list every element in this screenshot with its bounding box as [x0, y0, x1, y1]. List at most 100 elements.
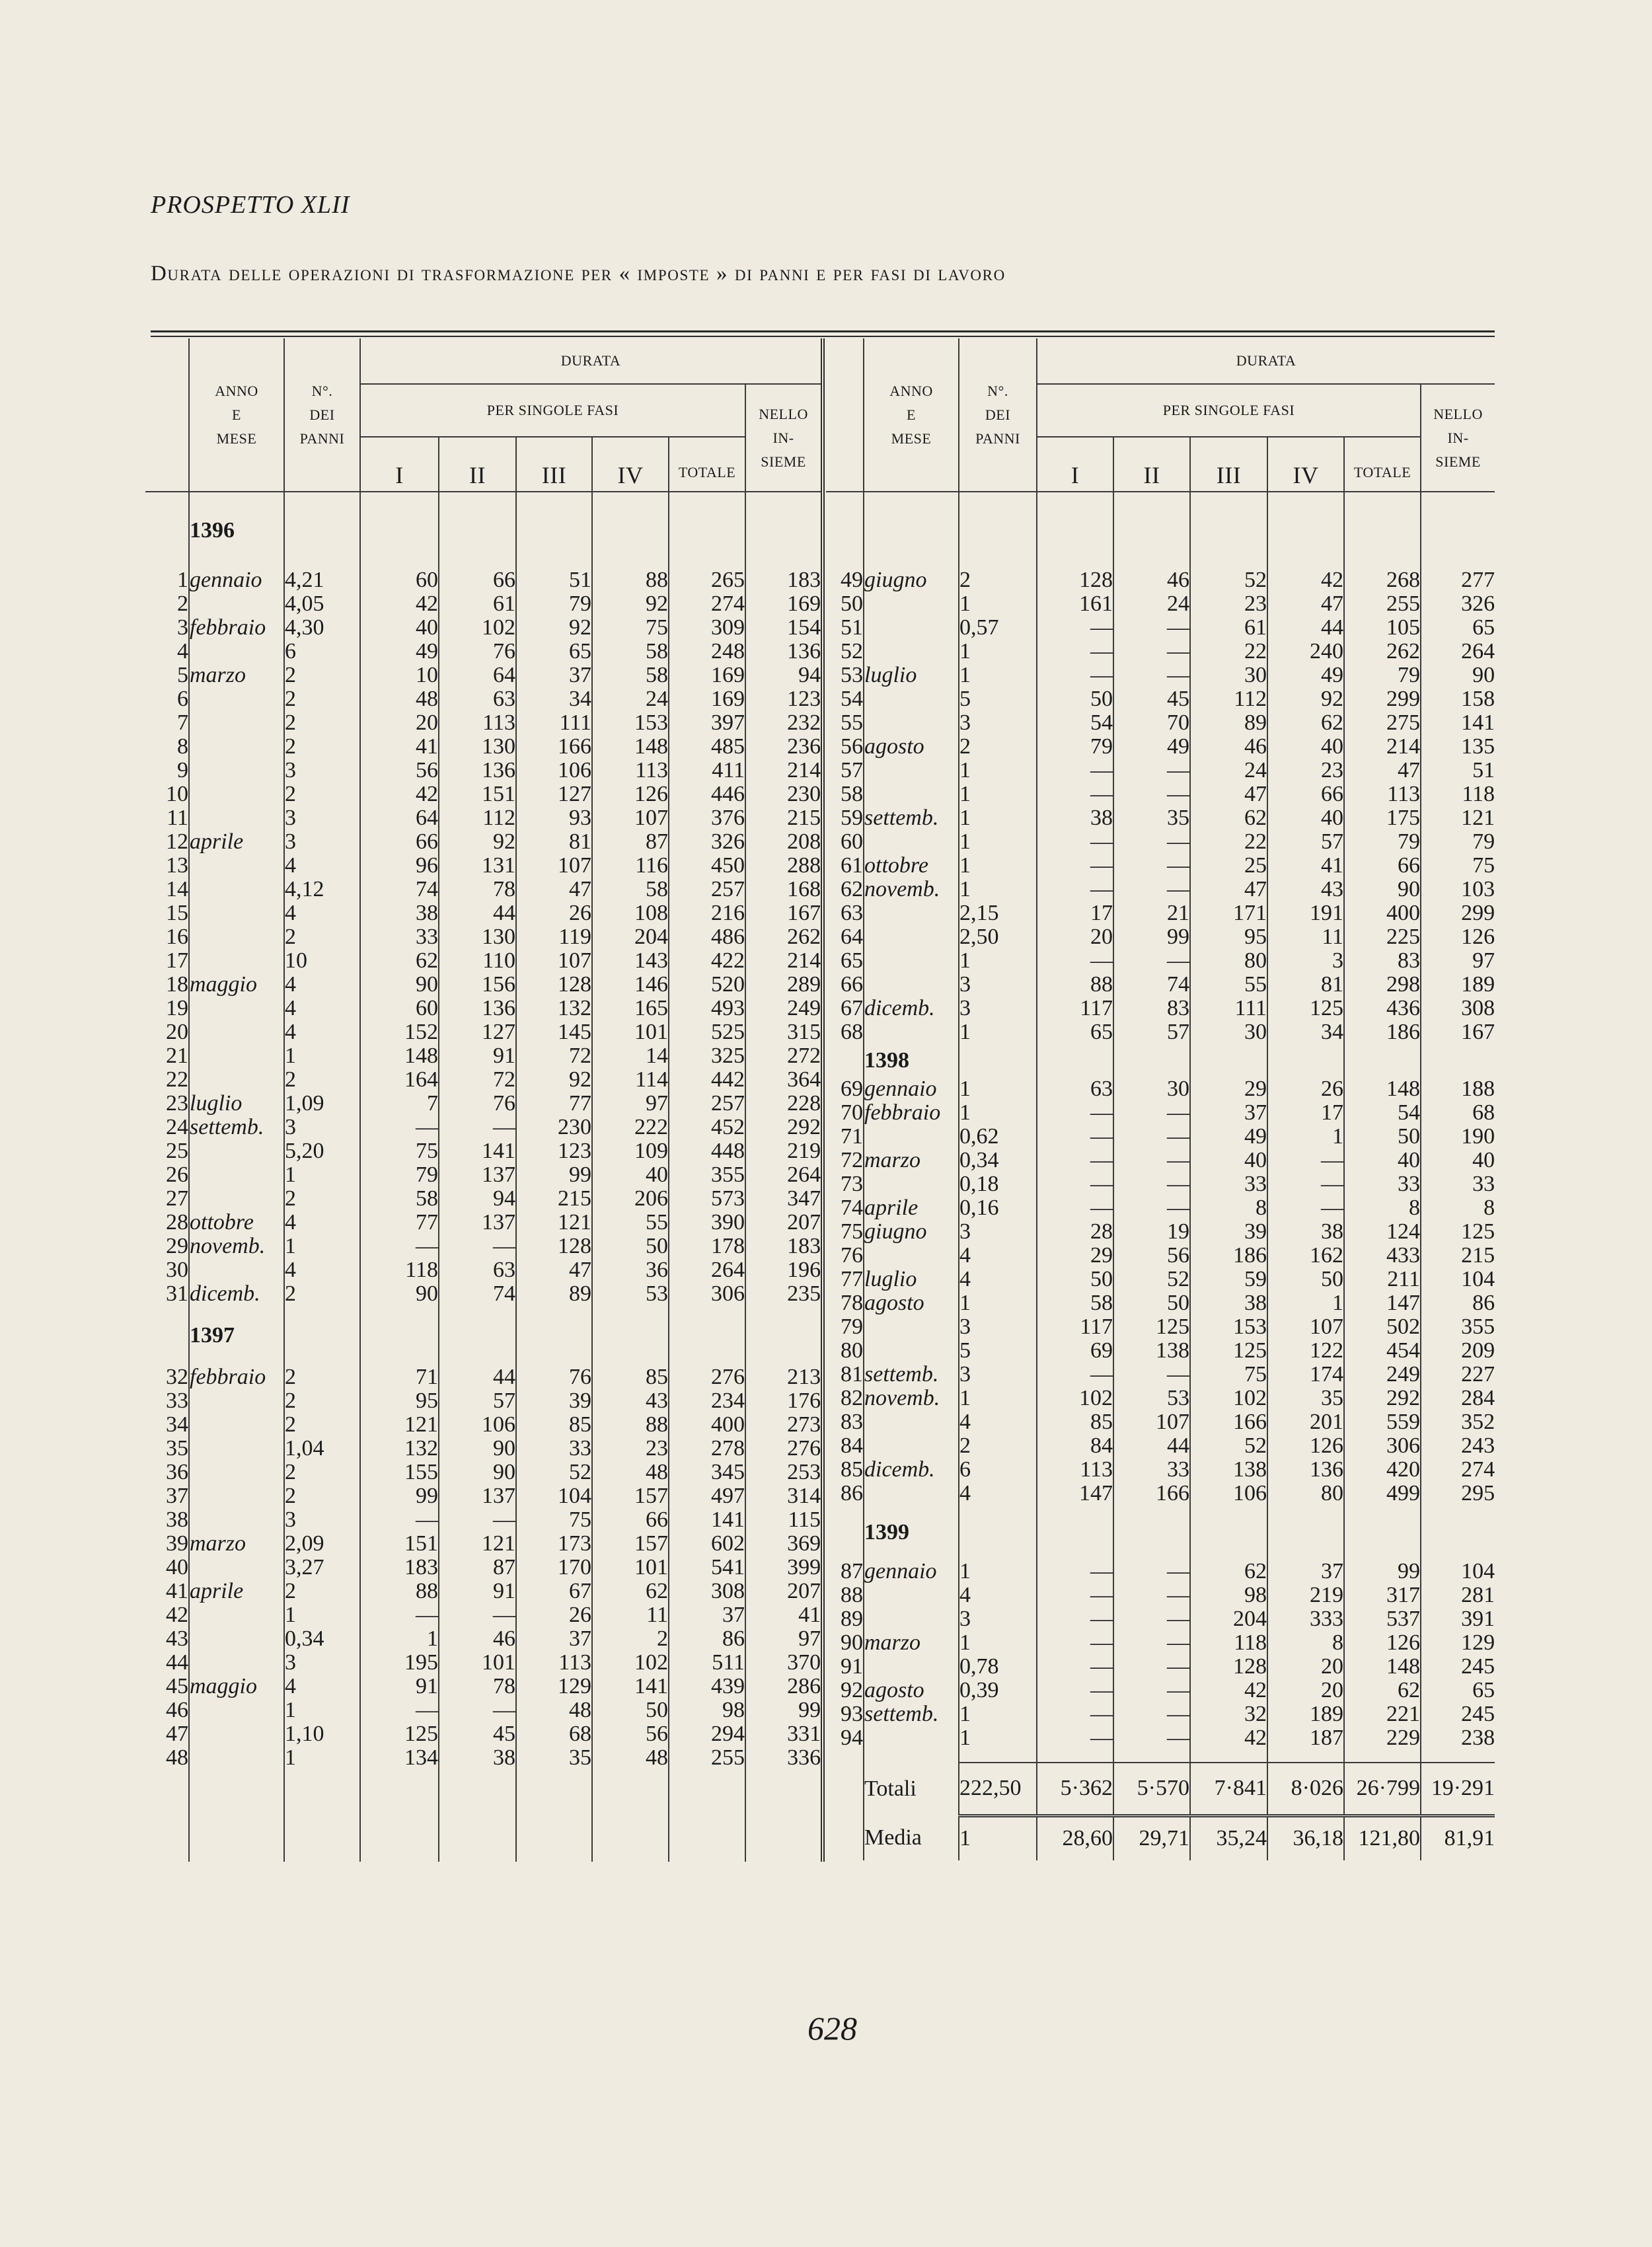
table-row: 31 dicemb. 2 90 74 89 53 306 235	[145, 1282, 825, 1306]
month	[863, 1434, 959, 1458]
overall: 273	[744, 1413, 825, 1437]
phase-4: 174	[1267, 1363, 1344, 1387]
phase-3: 38	[1189, 1291, 1267, 1315]
empty-cell	[826, 1763, 864, 1815]
month	[863, 973, 959, 997]
panni-count: 3	[958, 1363, 1037, 1387]
phase-2: —	[438, 1508, 516, 1532]
panni-count: 2	[958, 568, 1037, 592]
phase-2: —	[1113, 1702, 1190, 1726]
row-index: 65	[841, 948, 863, 973]
overall: 167	[744, 901, 825, 925]
panni-count: 2	[283, 1484, 360, 1508]
table-row: 33 2 95 57 39 43 234 176	[145, 1389, 825, 1413]
month	[188, 1020, 284, 1044]
panni-count: 2	[283, 1389, 360, 1413]
phase-1: 60	[359, 997, 439, 1020]
panni-count: 3	[958, 997, 1037, 1020]
month	[863, 1315, 959, 1339]
panni-count: 5,20	[283, 1139, 360, 1163]
phase-4: 148	[591, 735, 669, 759]
phase-2: 137	[438, 1163, 516, 1187]
month: agosto	[863, 1291, 959, 1315]
total: 278	[668, 1437, 745, 1461]
phase-2: 63	[438, 1258, 516, 1282]
phase-2: 130	[438, 735, 516, 759]
row-index: 67	[841, 996, 863, 1020]
overall: 227	[1419, 1363, 1495, 1387]
phase-3: 52	[1189, 1434, 1267, 1458]
panni-count: 6	[283, 640, 360, 664]
phase-3: 24	[1189, 759, 1267, 782]
overall: 245	[1419, 1702, 1495, 1726]
total: 124	[1343, 1220, 1421, 1244]
phase-4: 122	[1267, 1339, 1344, 1363]
total: 257	[668, 878, 745, 901]
phase-3: 75	[1189, 1363, 1267, 1387]
phase-3: 30	[1189, 664, 1267, 687]
month: settemb.	[188, 1116, 284, 1139]
total: 317	[1343, 1583, 1421, 1607]
month: settemb.	[863, 806, 959, 830]
phase-1: 1	[359, 1627, 439, 1651]
overall: 236	[744, 735, 825, 759]
month	[188, 1187, 284, 1211]
total: 400	[1343, 901, 1421, 925]
header-label-line: ANNO	[215, 382, 258, 399]
phase-1: —	[359, 1698, 439, 1722]
nello-insieme-header: NELLO IN- SIEME	[744, 383, 825, 492]
phase-2: 78	[438, 878, 516, 901]
table-row: 48 1 134 38 35 48 255 336	[145, 1746, 825, 1770]
phase-4: 143	[591, 949, 669, 973]
overall: 123	[744, 687, 825, 711]
month: agosto	[863, 735, 959, 759]
panni-count: 1	[958, 1702, 1037, 1726]
panni-count: 2	[283, 664, 360, 687]
empty-cell	[1189, 1044, 1267, 1077]
month: novemb.	[188, 1235, 284, 1258]
phase-1: 48	[359, 687, 439, 711]
panni-count: 4	[283, 1020, 360, 1044]
total: 436	[1343, 997, 1421, 1020]
overall: 399	[744, 1556, 825, 1580]
panni-count: 1	[958, 1291, 1037, 1315]
phase-3: 47	[1189, 878, 1267, 901]
empty-cell	[668, 1306, 745, 1365]
phase-2: 49	[1113, 735, 1190, 759]
total: 422	[668, 949, 745, 973]
overall: 232	[744, 711, 825, 735]
row-index: 17	[166, 948, 188, 973]
panni-count: 4	[283, 1258, 360, 1282]
overall: 295	[1419, 1482, 1495, 1505]
overall: 355	[1419, 1315, 1495, 1339]
phase-4: 101	[591, 1556, 669, 1580]
phase-2: 99	[1113, 925, 1190, 949]
panni-count: 3	[283, 1508, 360, 1532]
phase-4: 97	[591, 1092, 669, 1116]
phase-3: 26	[515, 1603, 592, 1627]
total: 248	[668, 640, 745, 664]
panni-count: 2,15	[958, 901, 1037, 925]
month: settemb.	[863, 1363, 959, 1387]
panni-count: 4,12	[283, 878, 360, 901]
row-index: 42	[166, 1603, 188, 1627]
phase-2: 102	[438, 616, 516, 640]
overall: 286	[744, 1675, 825, 1698]
empty-cell	[958, 1750, 1037, 1763]
phase-3: 26	[515, 901, 592, 925]
month: giugno	[863, 1220, 959, 1244]
phase-1: 28	[1036, 1220, 1113, 1244]
table-row: 81 settemb. 3— —75 174 249 227	[826, 1363, 1495, 1387]
phase-2: —	[1113, 1560, 1190, 1583]
panni-count: 2	[283, 735, 360, 759]
phase-3: 145	[515, 1020, 592, 1044]
phase-4: 2	[591, 1627, 669, 1651]
total: 309	[668, 616, 745, 640]
overall: 369	[744, 1532, 825, 1556]
empty-cell	[958, 492, 1037, 568]
phase-1: 148	[359, 1044, 439, 1068]
total: 255	[1343, 592, 1421, 616]
overall: 214	[744, 949, 825, 973]
per-singole-fasi-header: PER SINGOLE FASI	[1036, 383, 1421, 437]
month: gennaio	[863, 1077, 959, 1101]
